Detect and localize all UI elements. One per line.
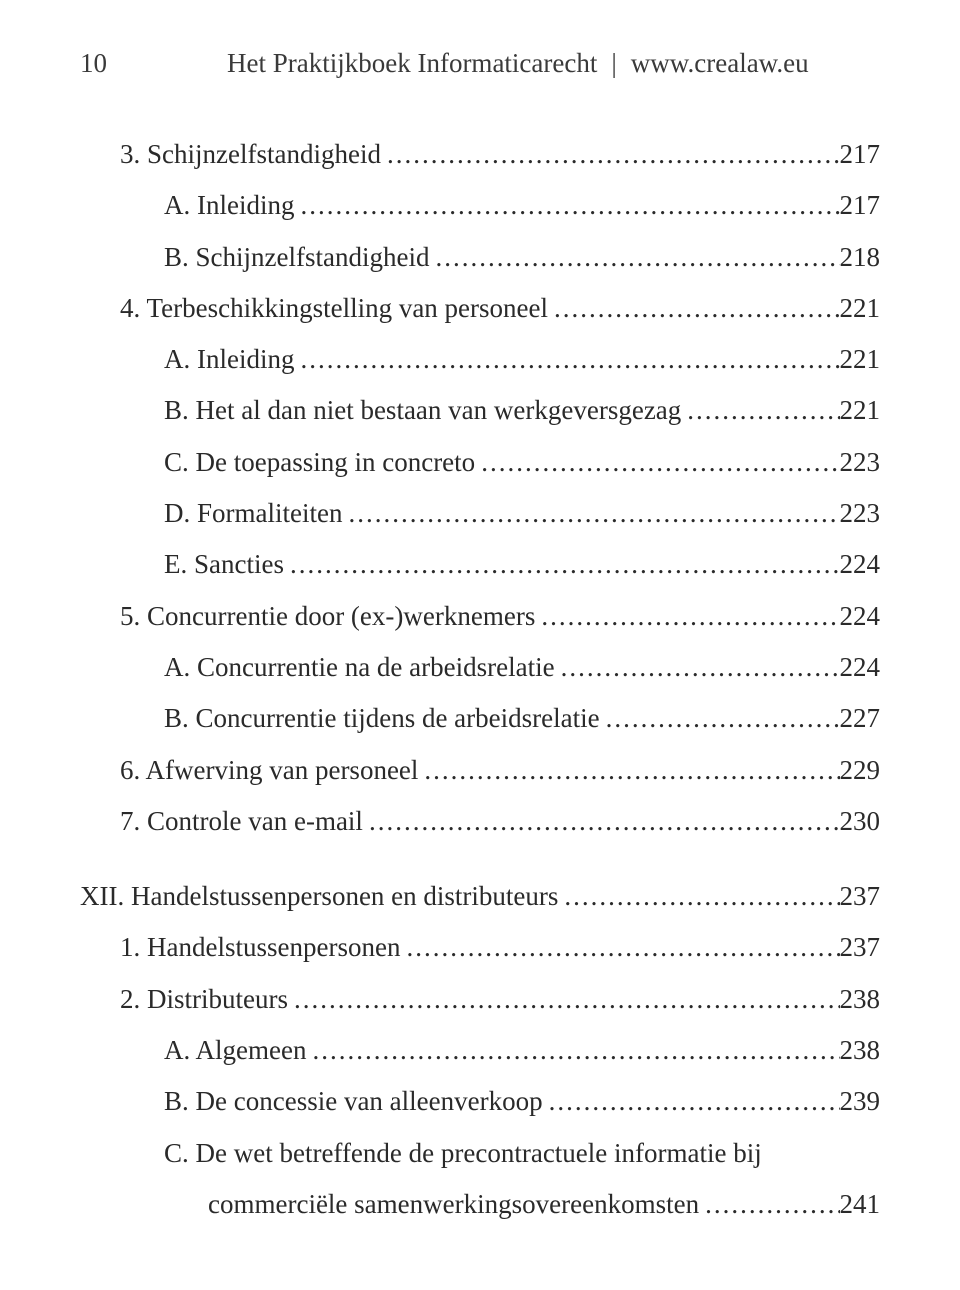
toc-entry: B. Concurrentie tijdens de arbeidsrelati… [80, 693, 880, 744]
toc-page: 227 [840, 693, 881, 744]
toc-label: A. Inleiding [164, 334, 294, 385]
toc-page: 217 [840, 129, 881, 180]
toc-label: C. De toepassing in concreto [164, 437, 475, 488]
toc-entry: 1. Handelstussenpersonen 237 [80, 922, 880, 973]
toc-entry: B. De concessie van alleenverkoop 239 [80, 1076, 880, 1127]
toc-entry: B. Schijnzelfstandigheid 218 [80, 232, 880, 283]
toc-page: 224 [840, 642, 881, 693]
toc-entry: 7. Controle van e-mail 230 [80, 796, 880, 847]
toc-entry: XII. Handelstussenpersonen en distribute… [80, 871, 880, 922]
header-title: Het Praktijkboek Informaticarecht [227, 48, 597, 79]
toc-label: 7. Controle van e-mail [120, 796, 363, 847]
toc-leader [284, 539, 840, 590]
toc-leader [288, 974, 840, 1025]
toc-leader [681, 385, 839, 436]
toc-leader [535, 591, 839, 642]
toc-leader [294, 180, 839, 231]
toc-entry: 2. Distributeurs 238 [80, 974, 880, 1025]
header-url: www.crealaw.eu [631, 48, 809, 79]
toc-leader [306, 1025, 839, 1076]
toc-entry-line1: C. De wet betreffende de precontractuele… [80, 1128, 880, 1179]
toc-label: B. Concurrentie tijdens de arbeidsrelati… [164, 693, 600, 744]
toc-page: 218 [840, 232, 881, 283]
toc-leader [294, 334, 839, 385]
toc-page: 239 [840, 1076, 881, 1127]
toc-leader [548, 283, 839, 334]
toc-leader [475, 437, 839, 488]
toc-page: 229 [840, 745, 881, 796]
toc-page: 238 [840, 974, 881, 1025]
toc-leader [543, 1076, 840, 1127]
toc-entry: A. Algemeen 238 [80, 1025, 880, 1076]
toc-label: A. Algemeen [164, 1025, 306, 1076]
toc-entry: 4. Terbeschikkingstelling van personeel … [80, 283, 880, 334]
toc-label: XII. Handelstussenpersonen en distribute… [80, 871, 558, 922]
toc-entry: 5. Concurrentie door (ex-)werknemers 224 [80, 591, 880, 642]
toc-leader [342, 488, 839, 539]
toc-leader [699, 1179, 839, 1230]
page-number: 10 [80, 48, 107, 79]
toc-entry: B. Het al dan niet bestaan van werkgever… [80, 385, 880, 436]
toc-page: 221 [840, 283, 881, 334]
toc-label: 1. Handelstussenpersonen [120, 922, 400, 973]
toc-label: B. De concessie van alleenverkoop [164, 1076, 543, 1127]
toc-label: B. Schijnzelfstandigheid [164, 232, 429, 283]
toc-page: 237 [840, 871, 881, 922]
toc-page: 230 [840, 796, 881, 847]
toc-page: 241 [840, 1179, 881, 1230]
toc-page: 224 [840, 539, 881, 590]
toc-entry-line2: commerciële samenwerkingsovereenkomsten … [80, 1179, 880, 1230]
toc-label: 6. Afwerving van personeel [120, 745, 418, 796]
toc-entry: 3. Schijnzelfstandigheid 217 [80, 129, 880, 180]
toc-leader [400, 922, 839, 973]
toc-page: 217 [840, 180, 881, 231]
table-of-contents: 3. Schijnzelfstandigheid 217 A. Inleidin… [80, 129, 880, 1230]
toc-entry: C. De toepassing in concreto 223 [80, 437, 880, 488]
toc-page: 224 [840, 591, 881, 642]
toc-label: 3. Schijnzelfstandigheid [120, 129, 381, 180]
toc-leader [558, 871, 839, 922]
toc-label: D. Formaliteiten [164, 488, 342, 539]
toc-entry: A. Inleiding 221 [80, 334, 880, 385]
toc-label: A. Inleiding [164, 180, 294, 231]
toc-page: 238 [840, 1025, 881, 1076]
toc-page: 221 [840, 385, 881, 436]
toc-page: 223 [840, 437, 881, 488]
toc-leader [600, 693, 840, 744]
toc-page: 237 [840, 922, 881, 973]
toc-leader [555, 642, 840, 693]
toc-label: 5. Concurrentie door (ex-)werknemers [120, 591, 535, 642]
toc-label: E. Sancties [164, 539, 284, 590]
toc-label: 2. Distributeurs [120, 974, 288, 1025]
toc-entry: 6. Afwerving van personeel 229 [80, 745, 880, 796]
toc-leader [381, 129, 840, 180]
toc-leader [429, 232, 839, 283]
toc-label: B. Het al dan niet bestaan van werkgever… [164, 385, 681, 436]
toc-label: 4. Terbeschikkingstelling van personeel [120, 283, 548, 334]
toc-entry: A. Concurrentie na de arbeidsrelatie 224 [80, 642, 880, 693]
toc-label: commerciële samenwerkingsovereenkomsten [208, 1179, 699, 1230]
toc-leader [418, 745, 839, 796]
toc-entry-multiline: C. De wet betreffende de precontractuele… [80, 1128, 880, 1231]
page-container: 10 Het Praktijkboek Informaticarecht | w… [0, 0, 960, 1290]
header-divider: | [611, 48, 616, 79]
toc-page: 223 [840, 488, 881, 539]
toc-leader [363, 796, 840, 847]
toc-entry: A. Inleiding 217 [80, 180, 880, 231]
page-header: 10 Het Praktijkboek Informaticarecht | w… [80, 48, 880, 79]
toc-entry: E. Sancties 224 [80, 539, 880, 590]
toc-label: C. De wet betreffende de precontractuele… [164, 1128, 762, 1179]
toc-label: A. Concurrentie na de arbeidsrelatie [164, 642, 555, 693]
toc-entry: D. Formaliteiten 223 [80, 488, 880, 539]
toc-page: 221 [840, 334, 881, 385]
